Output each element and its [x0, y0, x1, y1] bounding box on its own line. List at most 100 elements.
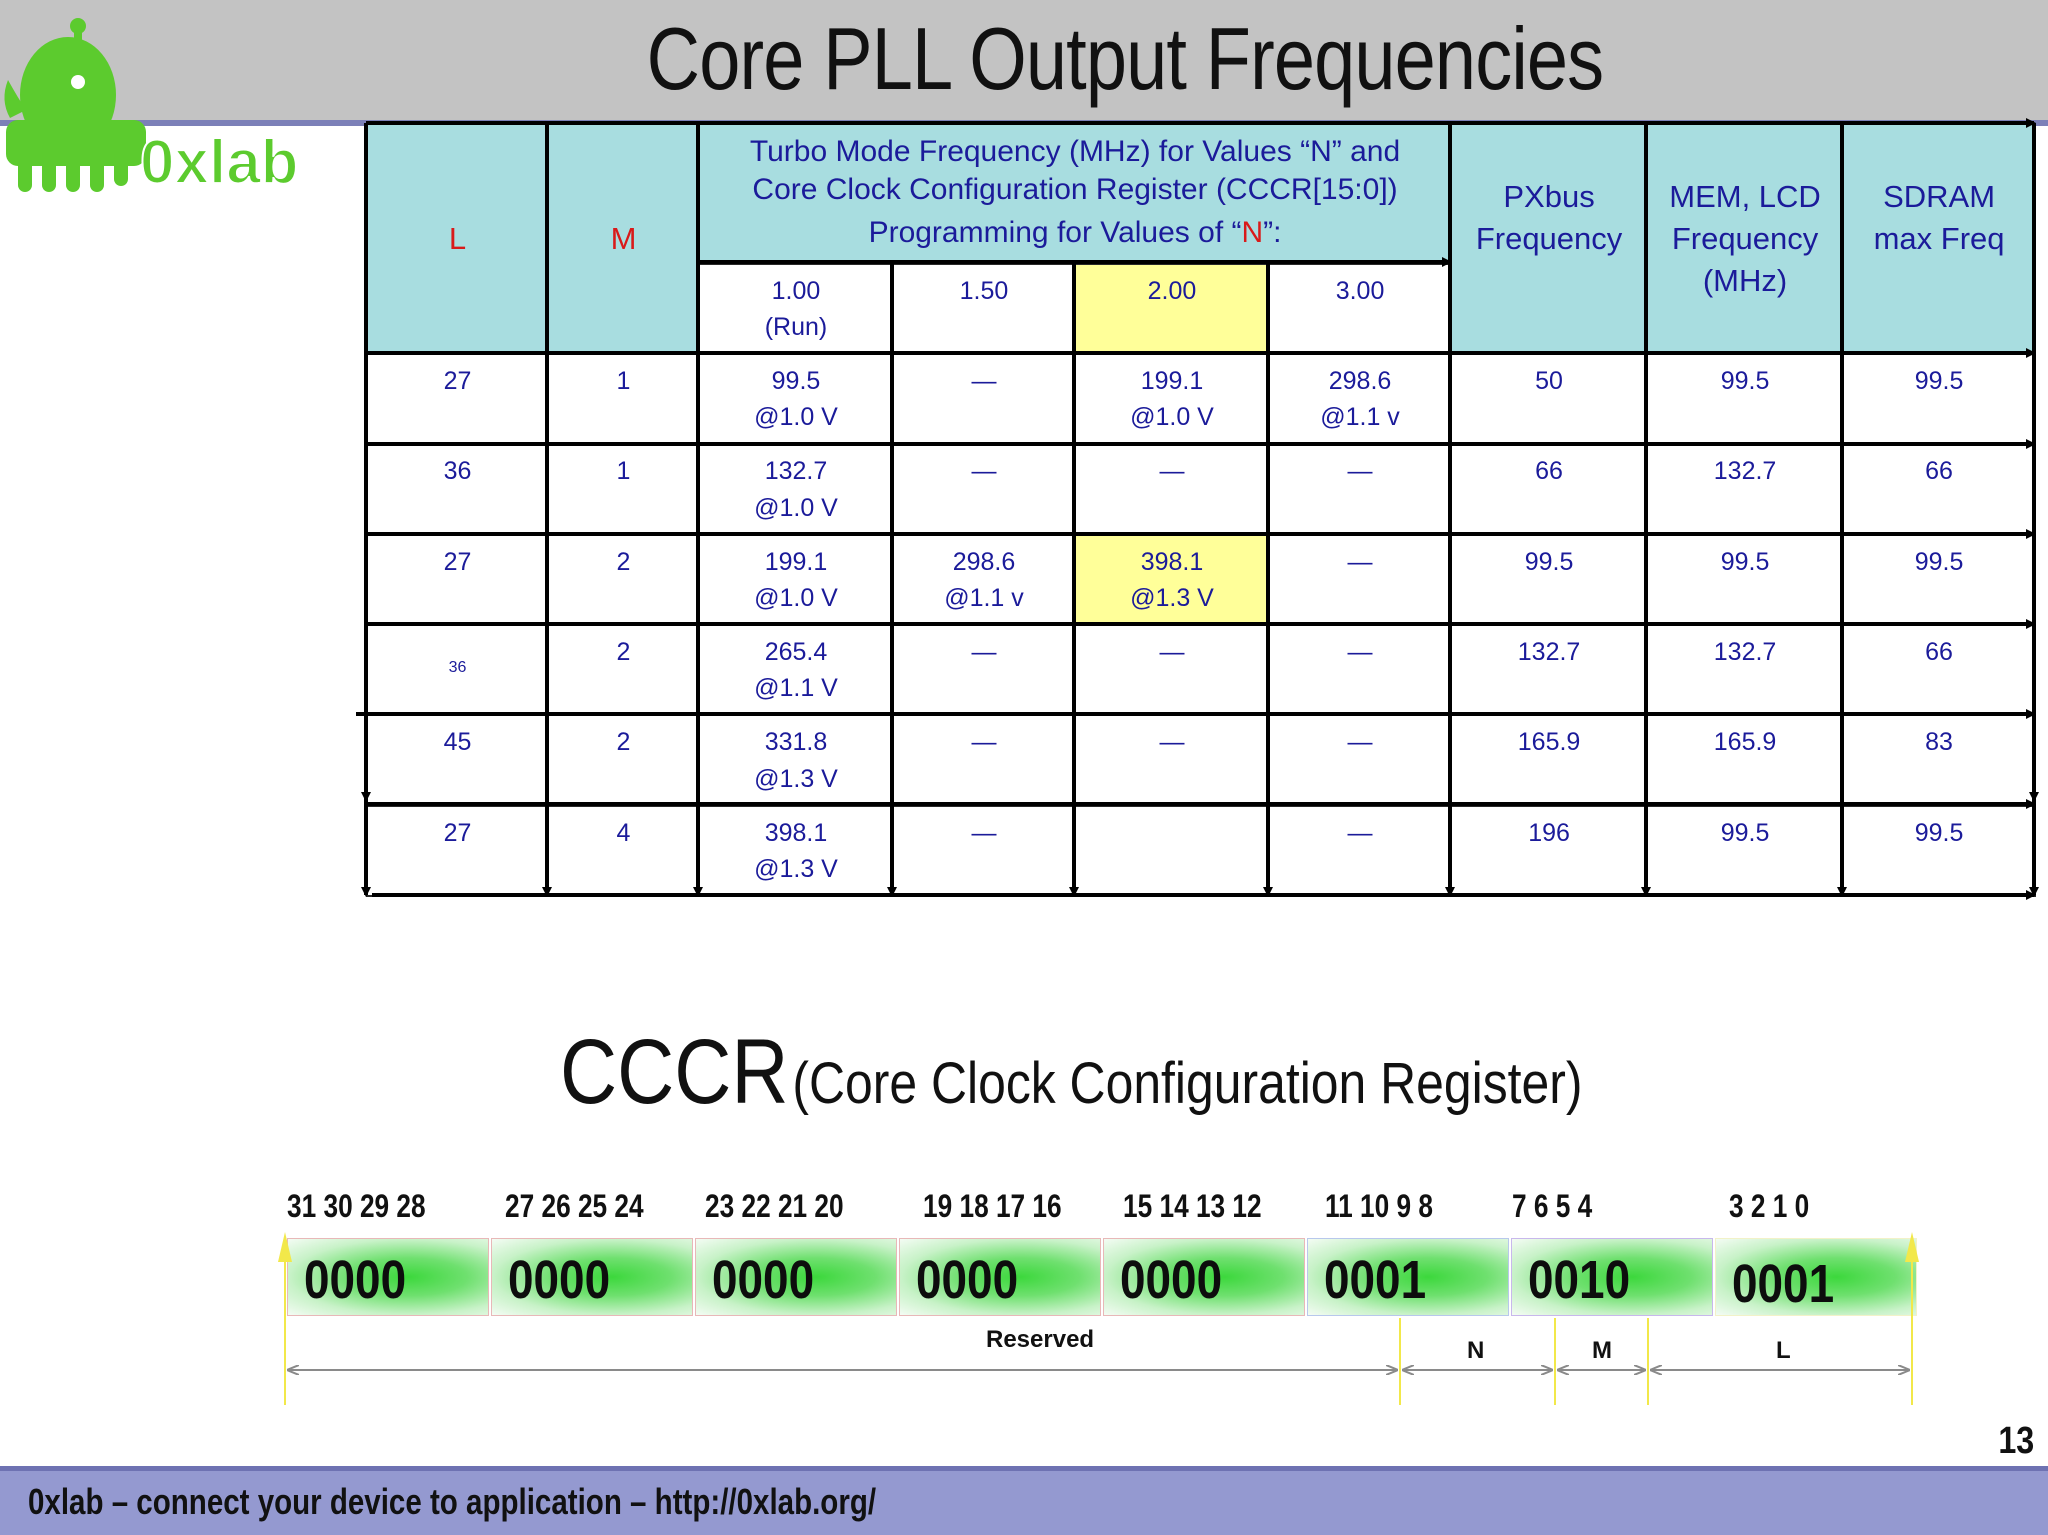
cell-sdram: 66 [1842, 623, 2037, 717]
cell-n200-highlighted: 398.1 @1.3 V [1074, 533, 1270, 626]
page-number: 13 [1998, 1420, 2034, 1462]
cell-pxbus: 66 [1450, 443, 1649, 536]
cell-n100: 398.1 @1.3 V [698, 804, 894, 898]
cell-mem: 132.7 [1646, 623, 1845, 717]
cell-n100: 331.8 @1.3 V [698, 714, 894, 807]
bit-group-label: 19 18 17 16 [923, 1188, 1062, 1224]
cell-n200: — [1074, 714, 1270, 807]
cell-n300: — [1267, 443, 1453, 536]
cell-n200: — [1074, 443, 1270, 536]
cell-n200 [1074, 804, 1270, 898]
cell-n200: — [1074, 623, 1270, 717]
cell-m: 2 [547, 714, 700, 807]
cell-m: 2 [547, 623, 700, 717]
cell-n300: — [1267, 714, 1453, 807]
cell-sdram: 99.5 [1842, 352, 2037, 446]
cell-pxbus: 50 [1450, 352, 1649, 446]
cell-n100: 199.1 @1.0 V [698, 533, 894, 626]
cell-l: 27 [366, 804, 549, 898]
table-row: 45 2 331.8 @1.3 V — — — 165.9 165.9 83 [366, 714, 2037, 807]
table-row: 36 2 265.4 @1.1 V — — — 132.7 132.7 66 [366, 623, 2037, 717]
cell-l: 36 [366, 623, 549, 717]
bit-group-label: 3 2 1 0 [1729, 1188, 1810, 1224]
nibble-bits-11-8: 0001 [1307, 1238, 1509, 1316]
turbo-line-3: Programming for Values of “N”: [868, 216, 1282, 249]
cell-mem: 132.7 [1646, 443, 1845, 536]
cell-n200: 199.1 @1.0 V [1074, 352, 1270, 446]
nibble-bits-31-28: 0000 [287, 1238, 489, 1316]
cell-sdram: 99.5 [1842, 533, 2037, 626]
cell-n300: — [1267, 533, 1453, 626]
cell-n300: — [1267, 623, 1453, 717]
cell-sdram: 99.5 [1842, 804, 2037, 898]
cell-sdram: 66 [1842, 443, 2037, 536]
cell-l: 36 [366, 443, 549, 536]
turbo-line-2: Core Clock Configuration Register (CCCR[… [752, 172, 1398, 206]
field-label-m: M [1592, 1337, 1612, 1364]
nibble-bits-15-12: 0000 [1103, 1238, 1305, 1316]
cccr-title-main: CCCR [560, 1021, 789, 1123]
bit-group-label: 15 14 13 12 [1123, 1188, 1262, 1224]
header-n-3-00: 3.00 [1267, 263, 1453, 355]
frequency-table: L M Turbo Mode Frequency (MHz) for Value… [366, 123, 2037, 898]
cell-l: 27 [366, 533, 549, 626]
header-n-2-00: 2.00 [1074, 263, 1270, 355]
header-n-1-00: 1.00 (Run) [698, 263, 894, 355]
cell-m: 1 [547, 443, 700, 536]
header-n-1-50: 1.50 [892, 263, 1076, 355]
cell-n100: 99.5 @1.0 V [698, 352, 894, 446]
header-turbo-mode: Turbo Mode Frequency (MHz) for Values “N… [697, 123, 1453, 265]
bit-group-label: 23 22 21 20 [705, 1188, 844, 1224]
header-sdram: SDRAM max Freq [1842, 123, 2037, 355]
cell-n150: — [892, 352, 1076, 446]
0xlab-logo: 0xlab [4, 18, 300, 198]
cell-n100: 265.4 @1.1 V [698, 623, 894, 717]
bit-group-label: 27 26 25 24 [505, 1188, 644, 1224]
cell-mem: 99.5 [1646, 352, 1845, 446]
cell-m: 1 [547, 352, 700, 446]
slide-title: Core PLL Output Frequencies [646, 9, 1604, 108]
cell-mem: 165.9 [1646, 714, 1845, 807]
field-label-l: L [1776, 1337, 1791, 1364]
nibble-bits-19-16: 0000 [899, 1238, 1101, 1316]
header-l: L [366, 123, 549, 355]
footer-bar: 0xlab – connect your device to applicati… [0, 1466, 2048, 1535]
table-row: 27 2 199.1 @1.0 V 298.6 @1.1 v 398.1 @1.3 V… [366, 533, 2037, 626]
logo-text: 0xlab [140, 128, 299, 197]
bit-group-label: 31 30 29 28 [287, 1188, 426, 1224]
nibble-bits-7-4: 0010 [1511, 1238, 1713, 1316]
header-pxbus: PXbus Frequency [1450, 123, 1649, 355]
cell-m: 2 [547, 533, 700, 626]
footer-text: 0xlab – connect your device to applicati… [28, 1481, 877, 1522]
cccr-title-sub: (Core Clock Configuration Register) [792, 1051, 1583, 1116]
cell-n150: — [892, 623, 1076, 717]
nibble-bits-27-24: 0000 [491, 1238, 693, 1316]
cell-pxbus: 196 [1450, 804, 1649, 898]
cell-n150: — [892, 714, 1076, 807]
nibble-bits-3-0: 0001 [1715, 1238, 1917, 1316]
cell-pxbus: 165.9 [1450, 714, 1649, 807]
table-row: 27 4 398.1 @1.3 V — — 196 99.5 99.5 [366, 804, 2037, 898]
cell-sdram: 83 [1842, 714, 2037, 807]
table-row: 36 1 132.7 @1.0 V — — — 66 132.7 66 [366, 443, 2037, 536]
cell-pxbus: 99.5 [1450, 533, 1649, 626]
bit-group-label: 7 6 5 4 [1512, 1188, 1593, 1224]
turbo-line-1: Turbo Mode Frequency (MHz) for Values “N… [749, 135, 1401, 168]
field-label-reserved: Reserved [986, 1326, 1095, 1353]
cell-n150: — [892, 443, 1076, 536]
cell-n100: 132.7 @1.0 V [698, 443, 894, 536]
bit-group-label: 11 10 9 8 [1325, 1188, 1433, 1224]
cell-n150: 298.6 @1.1 v [892, 533, 1076, 626]
cell-mem: 99.5 [1646, 804, 1845, 898]
cell-n300: — [1267, 804, 1453, 898]
cell-mem: 99.5 [1646, 533, 1845, 626]
cell-l: 45 [366, 714, 549, 807]
header-mem-lcd: MEM, LCD Frequency (MHz) [1646, 123, 1845, 355]
cell-pxbus: 132.7 [1450, 623, 1649, 717]
cell-n300: 298.6 @1.1 v [1267, 352, 1453, 446]
cell-m: 4 [547, 804, 700, 898]
nibble-bits-23-20: 0000 [695, 1238, 897, 1316]
cccr-title: CCCR (Core Clock Configuration Register) [560, 1020, 1582, 1125]
cell-l: 27 [366, 352, 549, 446]
cell-n150: — [892, 804, 1076, 898]
